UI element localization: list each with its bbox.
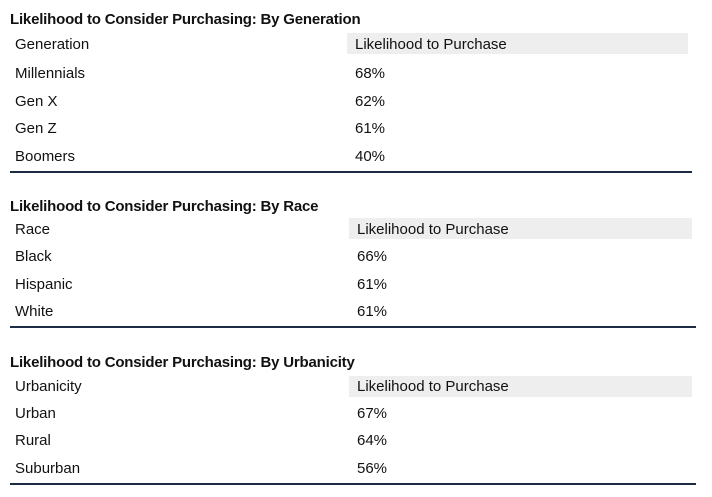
row-label: Gen X	[15, 93, 58, 110]
section-divider	[10, 483, 696, 485]
row-label: Black	[15, 248, 52, 265]
row-label: Rural	[15, 432, 51, 449]
section-divider	[10, 171, 692, 173]
urbanicity-table: Likelihood to Consider Purchasing: By Ur…	[0, 352, 712, 492]
row-value: 62%	[355, 93, 386, 110]
race-table: Likelihood to Consider Purchasing: By Ra…	[0, 196, 712, 331]
row-value: 56%	[357, 460, 388, 477]
column-header-urbanicity: Urbanicity	[15, 378, 82, 395]
section-title: Likelihood to Consider Purchasing: By Ra…	[10, 198, 319, 215]
row-label: Suburban	[15, 460, 81, 477]
row-value: 66%	[357, 248, 388, 265]
column-header-background	[349, 218, 692, 239]
column-header-likelihood: Likelihood to Purchase	[357, 221, 509, 238]
row-label: Boomers	[15, 148, 76, 165]
row-label: White	[15, 303, 54, 320]
row-label: Urban	[15, 405, 56, 422]
row-value: 61%	[355, 120, 386, 137]
section-title: Likelihood to Consider Purchasing: By Ge…	[10, 11, 361, 28]
column-header-likelihood: Likelihood to Purchase	[357, 378, 509, 395]
row-value: 61%	[357, 303, 388, 320]
row-label: Gen Z	[15, 120, 57, 137]
row-value: 61%	[357, 276, 388, 293]
column-header-background	[347, 33, 688, 54]
column-header-generation: Generation	[15, 36, 90, 53]
section-title: Likelihood to Consider Purchasing: By Ur…	[10, 354, 355, 371]
section-divider	[10, 326, 696, 328]
row-label: Hispanic	[15, 276, 73, 293]
column-header-background	[349, 376, 692, 397]
row-value: 67%	[357, 405, 388, 422]
generation-table: Likelihood to Consider Purchasing: By Ge…	[0, 11, 712, 176]
row-value: 68%	[355, 65, 386, 82]
column-header-likelihood: Likelihood to Purchase	[355, 36, 507, 53]
row-value: 64%	[357, 432, 388, 449]
row-label: Millennials	[15, 65, 86, 82]
column-header-race: Race	[15, 221, 51, 238]
row-value: 40%	[355, 148, 386, 165]
